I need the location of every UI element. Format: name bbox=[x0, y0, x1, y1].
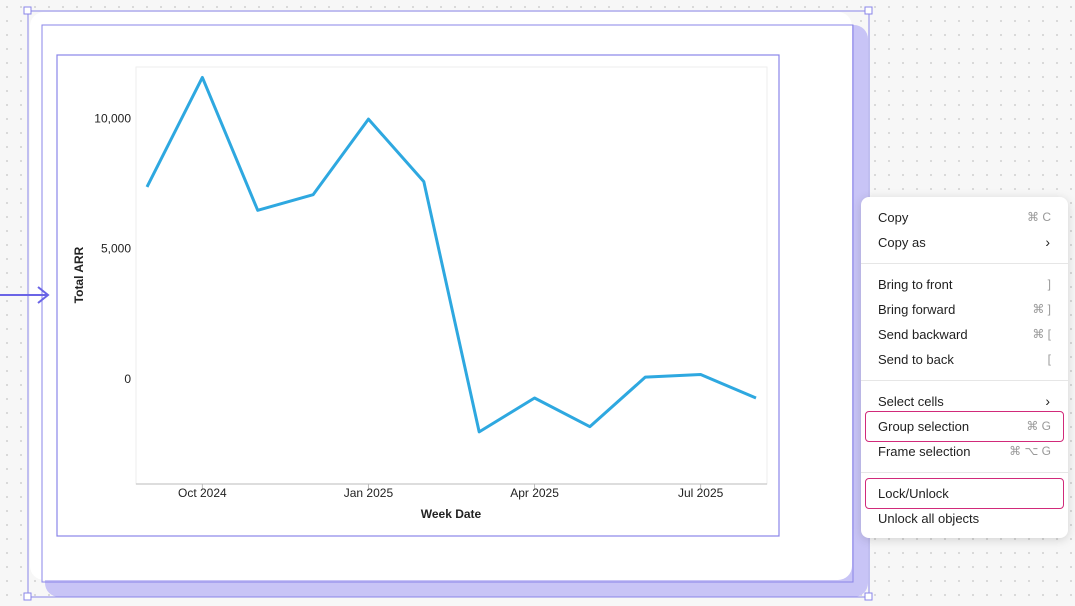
handle[interactable] bbox=[23, 592, 32, 601]
menu-item[interactable]: Bring to front] bbox=[861, 272, 1068, 297]
menu-label: Select cells bbox=[878, 394, 944, 409]
menu-label: Unlock all objects bbox=[878, 511, 980, 526]
menu-item[interactable]: Select cells › bbox=[861, 389, 1068, 414]
x-tick-label: Apr 2025 bbox=[510, 486, 559, 500]
menu-item[interactable]: Group selection ⌘ G bbox=[861, 411, 1068, 442]
menu-item[interactable]: Frame selection ⌘ ⌥ G bbox=[861, 439, 1068, 464]
submenu-arrow: › bbox=[1045, 393, 1050, 409]
chart-frame bbox=[56, 54, 780, 537]
separator bbox=[861, 380, 1068, 381]
menu-label: Group selection bbox=[878, 419, 970, 434]
card[interactable] bbox=[30, 12, 852, 580]
menu-item[interactable]: Bring forward ⌘ ] bbox=[861, 297, 1068, 322]
menu-item[interactable]: Send to back [ bbox=[861, 347, 1068, 372]
menu-label: Send to back bbox=[878, 352, 954, 367]
menu-label: Copy as bbox=[878, 235, 926, 250]
context-menu: Copy ⌘ C Copy as › Bring to front] Bring forw… bbox=[861, 197, 1068, 538]
handle[interactable] bbox=[864, 592, 873, 601]
x-axis-label: Week Date bbox=[421, 507, 482, 521]
shortcut: ⌘ G bbox=[1026, 419, 1051, 433]
separator bbox=[861, 263, 1068, 264]
shortcut: ⌘ C bbox=[1027, 210, 1051, 224]
menu-label: Lock/Unlock bbox=[878, 486, 949, 501]
y-tick-label: 10,000 bbox=[94, 111, 131, 125]
menu-item[interactable]: Copy ⌘ C bbox=[861, 205, 1068, 230]
x-tick-label: Oct 2024 bbox=[178, 486, 227, 500]
y-axis-label: Total ARR bbox=[72, 246, 86, 303]
menu-item[interactable]: Copy as › bbox=[861, 230, 1068, 255]
separator bbox=[861, 472, 1068, 473]
menu-label: Frame selection bbox=[878, 444, 971, 459]
x-tick-label: Jul 2025 bbox=[678, 486, 724, 500]
menu-label: Copy bbox=[878, 210, 909, 225]
menu-label: Bring forward bbox=[878, 302, 956, 317]
line bbox=[145, 75, 757, 434]
menu-item[interactable]: Send backward ⌘ [ bbox=[861, 322, 1068, 347]
shortcut: ⌘ ⌥ G bbox=[1009, 444, 1051, 458]
handle[interactable] bbox=[864, 6, 873, 15]
shortcut: ] bbox=[1047, 277, 1051, 291]
menu-item[interactable]: Unlock all objects bbox=[861, 506, 1068, 531]
shortcut: ⌘ ] bbox=[1032, 302, 1051, 316]
arrow bbox=[0, 286, 50, 304]
shortcut: [ bbox=[1047, 352, 1051, 366]
y-tick-label: 0 bbox=[124, 372, 131, 386]
menu-label: Send backward bbox=[878, 327, 968, 342]
submenu-arrow: › bbox=[1045, 234, 1050, 250]
menu-item[interactable]: Lock/Unlock bbox=[861, 478, 1068, 509]
handle[interactable] bbox=[23, 6, 32, 15]
menu-label: Bring to front bbox=[878, 277, 953, 292]
y-tick-label: 5,000 bbox=[101, 242, 131, 256]
selection-inner bbox=[41, 24, 854, 583]
shortcut: ⌘ [ bbox=[1032, 327, 1051, 341]
x-tick-label: Jan 2025 bbox=[344, 486, 394, 500]
